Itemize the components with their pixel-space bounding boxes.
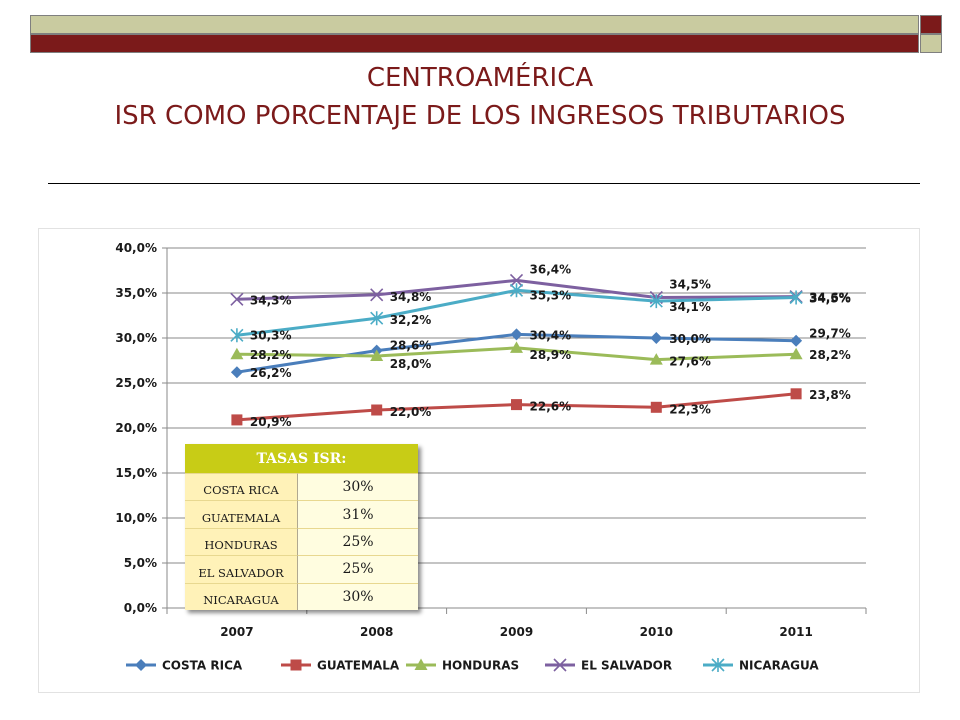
data-label-nicaragua: 30,3% bbox=[250, 328, 292, 342]
data-point-guatemala bbox=[650, 401, 662, 413]
header-decoration-bar bbox=[30, 15, 942, 53]
x-tick-label: 2010 bbox=[640, 625, 673, 639]
y-tick-label: 40,0% bbox=[115, 241, 157, 255]
data-label-guatemala: 23,8% bbox=[809, 388, 851, 402]
legend-marker-guatemala bbox=[290, 659, 302, 671]
rates-country: NICARAGUA bbox=[185, 582, 298, 610]
header-band-dark bbox=[30, 34, 919, 53]
data-point-nicaragua bbox=[509, 283, 524, 298]
data-label-guatemala: 22,3% bbox=[669, 402, 711, 416]
rates-row: COSTA RICA 30% bbox=[185, 473, 418, 501]
legend-marker-costa-rica bbox=[135, 659, 147, 671]
legend-marker-el-salvador bbox=[553, 658, 567, 672]
legend-marker-honduras bbox=[414, 658, 428, 670]
x-tick-label: 2009 bbox=[500, 625, 533, 639]
data-point-guatemala bbox=[371, 404, 383, 416]
data-point-honduras bbox=[230, 347, 244, 360]
legend-label-honduras: HONDURAS bbox=[442, 659, 519, 673]
data-label-el-salvador: 34,5% bbox=[669, 278, 711, 292]
data-point-el-salvador bbox=[230, 292, 244, 306]
header-square-light bbox=[920, 34, 942, 53]
data-point-costa-rica bbox=[790, 334, 803, 347]
data-label-costa-rica: 28,6% bbox=[390, 339, 432, 353]
y-tick-label: 35,0% bbox=[115, 286, 157, 300]
header-band-light bbox=[30, 15, 919, 34]
data-label-el-salvador: 34,8% bbox=[390, 290, 432, 304]
data-label-honduras: 28,2% bbox=[809, 348, 851, 362]
y-tick-label: 15,0% bbox=[115, 466, 157, 480]
slide-title-line1: CENTROAMÉRICA bbox=[366, 63, 594, 93]
data-label-nicaragua: 32,2% bbox=[390, 313, 432, 327]
data-label-guatemala: 22,6% bbox=[530, 400, 572, 414]
data-label-el-salvador: 34,6% bbox=[809, 291, 851, 305]
rates-value: 25% bbox=[298, 527, 418, 556]
data-label-guatemala: 22,0% bbox=[390, 405, 432, 419]
rates-table-header: TASAS ISR: bbox=[185, 444, 418, 473]
legend-label-nicaragua: NICARAGUA bbox=[739, 659, 819, 673]
data-point-nicaragua bbox=[649, 294, 663, 309]
x-tick-label: 2011 bbox=[779, 625, 812, 639]
data-label-honduras: 28,2% bbox=[250, 348, 292, 362]
data-point-guatemala bbox=[511, 399, 522, 411]
rates-row: HONDURAS 25% bbox=[185, 527, 418, 556]
data-point-honduras bbox=[370, 349, 384, 361]
data-point-honduras bbox=[789, 347, 803, 360]
legend-label-costa-rica: COSTA RICA bbox=[162, 659, 243, 673]
isr-line-chart: 0,0% 5,0% 10,0% 15,0% 20,0% 25,0% 30,0% 35,0% 40… bbox=[38, 228, 920, 693]
data-point-nicaragua bbox=[789, 290, 803, 305]
y-tick-label: 0,0% bbox=[124, 601, 157, 615]
legend-label-guatemala: GUATEMALA bbox=[317, 659, 400, 673]
rates-country: EL SALVADOR bbox=[185, 555, 298, 583]
data-point-guatemala bbox=[790, 388, 802, 400]
rates-country: HONDURAS bbox=[185, 527, 298, 556]
data-point-costa-rica bbox=[230, 366, 243, 379]
legend-marker-nicaragua bbox=[711, 658, 725, 672]
data-point-guatemala bbox=[231, 414, 243, 426]
x-tick-label: 2007 bbox=[220, 625, 253, 639]
data-label-honduras: 28,0% bbox=[390, 357, 432, 371]
legend-label-el-salvador: EL SALVADOR bbox=[581, 659, 672, 673]
data-point-honduras bbox=[649, 353, 663, 365]
data-label-costa-rica: 30,0% bbox=[669, 332, 711, 346]
y-tick-label: 10,0% bbox=[115, 511, 157, 525]
title-divider bbox=[48, 183, 920, 184]
data-point-el-salvador bbox=[509, 273, 524, 287]
rates-table: TASAS ISR: COSTA RICA 30% GUATEMALA 31% … bbox=[185, 444, 418, 610]
data-label-guatemala: 20,9% bbox=[250, 415, 292, 429]
data-point-nicaragua bbox=[370, 311, 384, 326]
rates-value: 25% bbox=[298, 555, 418, 583]
data-label-honduras: 28,9% bbox=[530, 348, 572, 362]
data-point-costa-rica bbox=[510, 328, 523, 341]
data-point-el-salvador bbox=[370, 288, 384, 302]
rates-value: 30% bbox=[298, 473, 418, 501]
slide-title-line2: ISR COMO PORCENTAJE DE LOS INGRESOS TRIB… bbox=[114, 101, 846, 131]
data-label-el-salvador: 36,4% bbox=[530, 262, 572, 276]
data-label-costa-rica: 30,4% bbox=[530, 328, 572, 342]
y-tick-label: 25,0% bbox=[115, 376, 157, 390]
header-square-dark bbox=[920, 15, 942, 34]
rates-country: COSTA RICA bbox=[185, 473, 298, 501]
x-tick-label: 2008 bbox=[360, 625, 393, 639]
data-point-honduras bbox=[510, 341, 523, 353]
data-point-costa-rica bbox=[650, 332, 663, 344]
rates-country: GUATEMALA bbox=[185, 500, 298, 528]
y-tick-label: 20,0% bbox=[115, 421, 157, 435]
rates-row: GUATEMALA 31% bbox=[185, 500, 418, 528]
data-label-nicaragua: 35,3% bbox=[530, 288, 572, 302]
rates-value: 30% bbox=[298, 582, 418, 610]
data-label-honduras: 27,6% bbox=[669, 355, 711, 369]
data-label-nicaragua: 34,5% bbox=[809, 292, 851, 306]
data-point-nicaragua bbox=[230, 328, 244, 343]
y-tick-label: 5,0% bbox=[124, 556, 157, 570]
data-label-nicaragua: 34,1% bbox=[669, 300, 711, 314]
data-label-costa-rica: 26,2% bbox=[250, 366, 292, 380]
y-tick-label: 30,0% bbox=[115, 331, 157, 345]
rates-row: NICARAGUA 30% bbox=[185, 582, 418, 610]
data-label-costa-rica: 29,7% bbox=[809, 327, 851, 341]
rates-value: 31% bbox=[298, 500, 418, 528]
data-label-el-salvador: 34,3% bbox=[250, 293, 292, 307]
rates-row: EL SALVADOR 25% bbox=[185, 555, 418, 583]
